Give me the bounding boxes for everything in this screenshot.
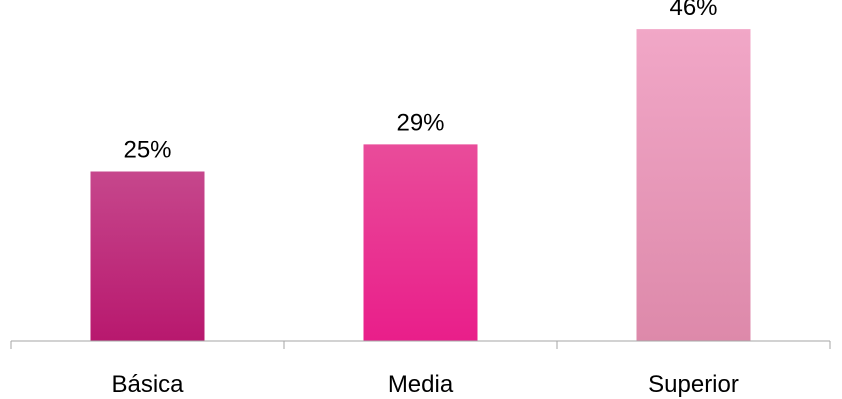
x-axis [10, 340, 831, 349]
category-labels: Básica Media Superior [111, 371, 738, 398]
data-labels: 25% 29% 46% [123, 0, 717, 164]
bar-superior [636, 29, 751, 342]
category-label: Superior [648, 371, 739, 398]
bar-bsica [90, 171, 205, 341]
category-label: Básica [111, 371, 184, 398]
data-label: 29% [396, 109, 444, 136]
bars [90, 29, 751, 342]
data-label: 25% [123, 137, 171, 164]
data-label: 46% [669, 0, 717, 21]
category-label: Media [388, 371, 454, 398]
bar-media [363, 144, 478, 341]
